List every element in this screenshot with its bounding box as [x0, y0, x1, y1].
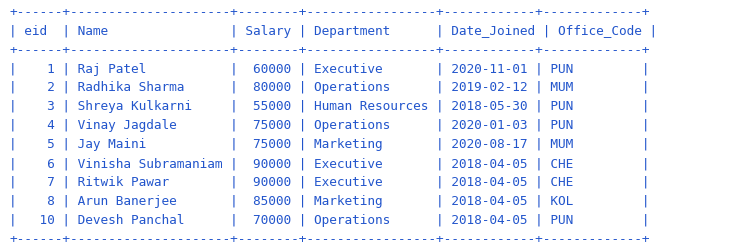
Text: +------+---------------------+--------+-----------------+------------+----------: +------+---------------------+--------+-… — [9, 233, 649, 246]
Text: |    7 | Ritwik Pawar        |  90000 | Executive       | 2018-04-05 | CHE      : | 7 | Ritwik Pawar | 90000 | Executive |… — [9, 176, 649, 189]
Text: |    8 | Arun Banerjee       |  85000 | Marketing       | 2018-04-05 | KOL      : | 8 | Arun Banerjee | 85000 | Marketing … — [9, 195, 649, 208]
Text: | eid  | Name                | Salary | Department      | Date_Joined | Office_C: | eid | Name | Salary | Department | Dat… — [9, 25, 657, 38]
Text: |    1 | Raj Patel           |  60000 | Executive       | 2020-11-01 | PUN      : | 1 | Raj Patel | 60000 | Executive | 20… — [9, 62, 649, 76]
Text: |    2 | Radhika Sharma      |  80000 | Operations      | 2019-02-12 | MUM      : | 2 | Radhika Sharma | 80000 | Operation… — [9, 81, 649, 94]
Text: +------+---------------------+--------+-----------------+------------+----------: +------+---------------------+--------+-… — [9, 44, 649, 57]
Text: |    5 | Jay Maini           |  75000 | Marketing       | 2020-08-17 | MUM      : | 5 | Jay Maini | 75000 | Marketing | 20… — [9, 138, 649, 151]
Text: |    3 | Shreya Kulkarni     |  55000 | Human Resources | 2018-05-30 | PUN      : | 3 | Shreya Kulkarni | 55000 | Human Re… — [9, 100, 649, 113]
Text: |   10 | Devesh Panchal      |  70000 | Operations      | 2018-04-05 | PUN      : | 10 | Devesh Panchal | 70000 | Operatio… — [9, 214, 649, 227]
Text: |    4 | Vinay Jagdale       |  75000 | Operations      | 2020-01-03 | PUN      : | 4 | Vinay Jagdale | 75000 | Operations… — [9, 119, 649, 132]
Text: |    6 | Vinisha Subramaniam |  90000 | Executive       | 2018-04-05 | CHE      : | 6 | Vinisha Subramaniam | 90000 | Exec… — [9, 157, 649, 170]
Text: +------+---------------------+--------+-----------------+------------+----------: +------+---------------------+--------+-… — [9, 6, 649, 19]
